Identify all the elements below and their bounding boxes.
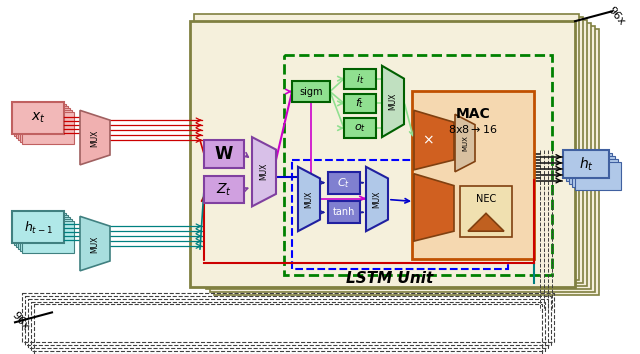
FancyBboxPatch shape: [460, 185, 512, 237]
FancyBboxPatch shape: [575, 162, 621, 190]
Text: MUX: MUX: [90, 235, 99, 253]
Text: MUX: MUX: [305, 191, 314, 208]
Text: MUX: MUX: [462, 135, 468, 151]
FancyBboxPatch shape: [22, 221, 74, 253]
FancyBboxPatch shape: [190, 21, 575, 287]
FancyBboxPatch shape: [18, 217, 70, 249]
Text: MAC: MAC: [456, 107, 490, 121]
Text: MUX: MUX: [90, 130, 99, 147]
Text: $C_t$: $C_t$: [337, 176, 351, 189]
Text: $h_{t-1}$: $h_{t-1}$: [24, 220, 52, 236]
Text: 8x8$\rightarrow$16: 8x8$\rightarrow$16: [448, 123, 498, 135]
Polygon shape: [298, 167, 320, 231]
FancyBboxPatch shape: [566, 153, 612, 181]
FancyBboxPatch shape: [210, 26, 595, 292]
Polygon shape: [80, 216, 110, 271]
Text: sigm: sigm: [300, 86, 323, 97]
Text: 96x: 96x: [10, 310, 31, 332]
Text: NEC: NEC: [476, 194, 496, 204]
FancyBboxPatch shape: [22, 112, 74, 144]
FancyBboxPatch shape: [16, 107, 68, 138]
FancyBboxPatch shape: [344, 118, 376, 138]
Text: LSTM Unit: LSTM Unit: [346, 271, 434, 286]
FancyBboxPatch shape: [204, 140, 244, 168]
Polygon shape: [252, 137, 276, 206]
Text: MUX: MUX: [388, 93, 397, 110]
FancyBboxPatch shape: [328, 201, 360, 223]
Text: W: W: [215, 145, 233, 163]
FancyBboxPatch shape: [198, 17, 583, 283]
FancyBboxPatch shape: [412, 91, 534, 259]
FancyBboxPatch shape: [206, 23, 591, 289]
FancyBboxPatch shape: [292, 81, 330, 102]
FancyBboxPatch shape: [328, 172, 360, 194]
Text: $Z_t$: $Z_t$: [216, 181, 232, 198]
FancyBboxPatch shape: [16, 215, 68, 247]
Polygon shape: [382, 66, 404, 137]
FancyBboxPatch shape: [204, 176, 244, 204]
Text: $h_t$: $h_t$: [579, 155, 593, 172]
FancyBboxPatch shape: [563, 150, 609, 178]
FancyBboxPatch shape: [572, 159, 618, 187]
Text: MUX: MUX: [259, 163, 269, 181]
Text: $o_t$: $o_t$: [354, 122, 366, 134]
Text: $x_t$: $x_t$: [31, 111, 45, 125]
Polygon shape: [414, 174, 454, 241]
FancyBboxPatch shape: [20, 219, 72, 251]
FancyBboxPatch shape: [344, 69, 376, 88]
Polygon shape: [455, 114, 475, 172]
Polygon shape: [366, 167, 388, 231]
Polygon shape: [468, 213, 504, 231]
FancyBboxPatch shape: [214, 29, 599, 295]
FancyBboxPatch shape: [569, 156, 615, 184]
FancyBboxPatch shape: [20, 110, 72, 142]
FancyBboxPatch shape: [14, 104, 66, 136]
FancyBboxPatch shape: [202, 20, 587, 286]
FancyBboxPatch shape: [12, 211, 64, 243]
Text: MUX: MUX: [372, 191, 381, 208]
FancyBboxPatch shape: [12, 102, 64, 134]
Text: 96x: 96x: [606, 5, 627, 27]
FancyBboxPatch shape: [194, 14, 579, 280]
FancyBboxPatch shape: [18, 108, 70, 140]
Text: ×: ×: [422, 133, 434, 147]
Text: $f_t$: $f_t$: [355, 97, 365, 110]
Polygon shape: [80, 110, 110, 165]
Text: tanh: tanh: [333, 207, 355, 217]
Text: $i_t$: $i_t$: [356, 72, 364, 86]
FancyBboxPatch shape: [14, 213, 66, 245]
FancyBboxPatch shape: [344, 93, 376, 113]
Polygon shape: [414, 110, 454, 170]
